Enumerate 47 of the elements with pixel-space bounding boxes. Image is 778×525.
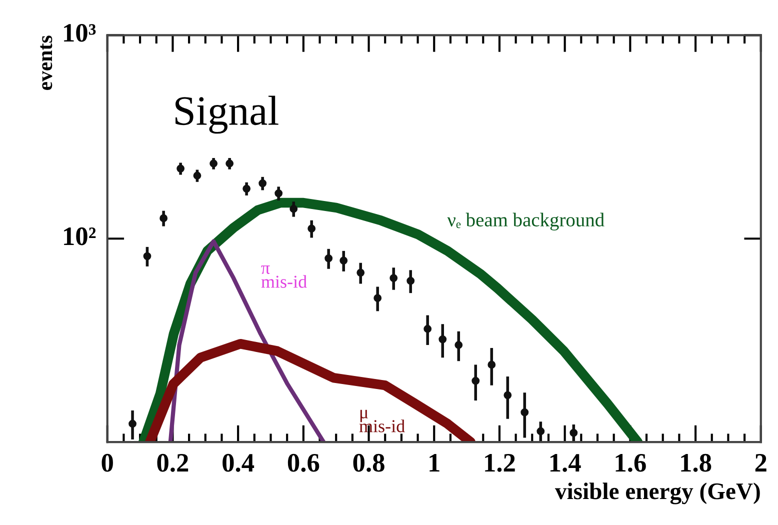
point bbox=[406, 276, 415, 285]
point bbox=[454, 341, 463, 349]
point bbox=[520, 408, 529, 416]
x-tick-label: 0 bbox=[102, 454, 113, 472]
point bbox=[143, 252, 152, 260]
point bbox=[258, 179, 267, 188]
point bbox=[290, 204, 298, 213]
point bbox=[504, 391, 512, 400]
x-tick-label: 2 bbox=[755, 454, 766, 472]
x-tick-label: 1 bbox=[430, 454, 440, 472]
point bbox=[424, 324, 432, 333]
point bbox=[390, 274, 398, 282]
y-tick-label: 10³ bbox=[64, 24, 96, 42]
x-tick-label: 0.2 bbox=[157, 454, 188, 472]
series-label: νₑ beam background bbox=[447, 212, 604, 230]
line-series bbox=[168, 239, 326, 442]
point bbox=[356, 268, 365, 277]
x-axis-title: visible energy (GeV) bbox=[554, 482, 760, 504]
point bbox=[374, 294, 382, 302]
point bbox=[308, 224, 316, 233]
x-tick-label: 0.4 bbox=[222, 454, 254, 472]
point bbox=[242, 184, 251, 193]
point bbox=[340, 256, 348, 265]
point bbox=[488, 360, 496, 369]
x-tick-label: 0.8 bbox=[353, 454, 384, 472]
x-tick-label: 1.4 bbox=[550, 454, 581, 472]
x-tick-label: 1.8 bbox=[681, 454, 712, 472]
y-tick-label: 10² bbox=[64, 227, 96, 246]
text: Signal bbox=[176, 96, 278, 134]
point bbox=[210, 160, 218, 168]
point bbox=[472, 376, 480, 385]
series-label: π mis-id bbox=[261, 266, 307, 288]
x-tick-label: 0.6 bbox=[288, 454, 320, 472]
x-tick-label: 1.6 bbox=[616, 454, 646, 472]
point bbox=[570, 428, 578, 437]
point bbox=[274, 189, 283, 198]
point bbox=[536, 427, 545, 436]
point bbox=[193, 172, 202, 180]
x-tick-label: 1.2 bbox=[485, 454, 515, 472]
point bbox=[438, 335, 447, 344]
point bbox=[226, 160, 234, 168]
point bbox=[176, 164, 185, 172]
y-axis-title: events bbox=[40, 36, 52, 90]
series-label: μ mis-id bbox=[359, 410, 405, 432]
point bbox=[128, 420, 136, 428]
point bbox=[324, 254, 333, 262]
point bbox=[160, 214, 168, 222]
